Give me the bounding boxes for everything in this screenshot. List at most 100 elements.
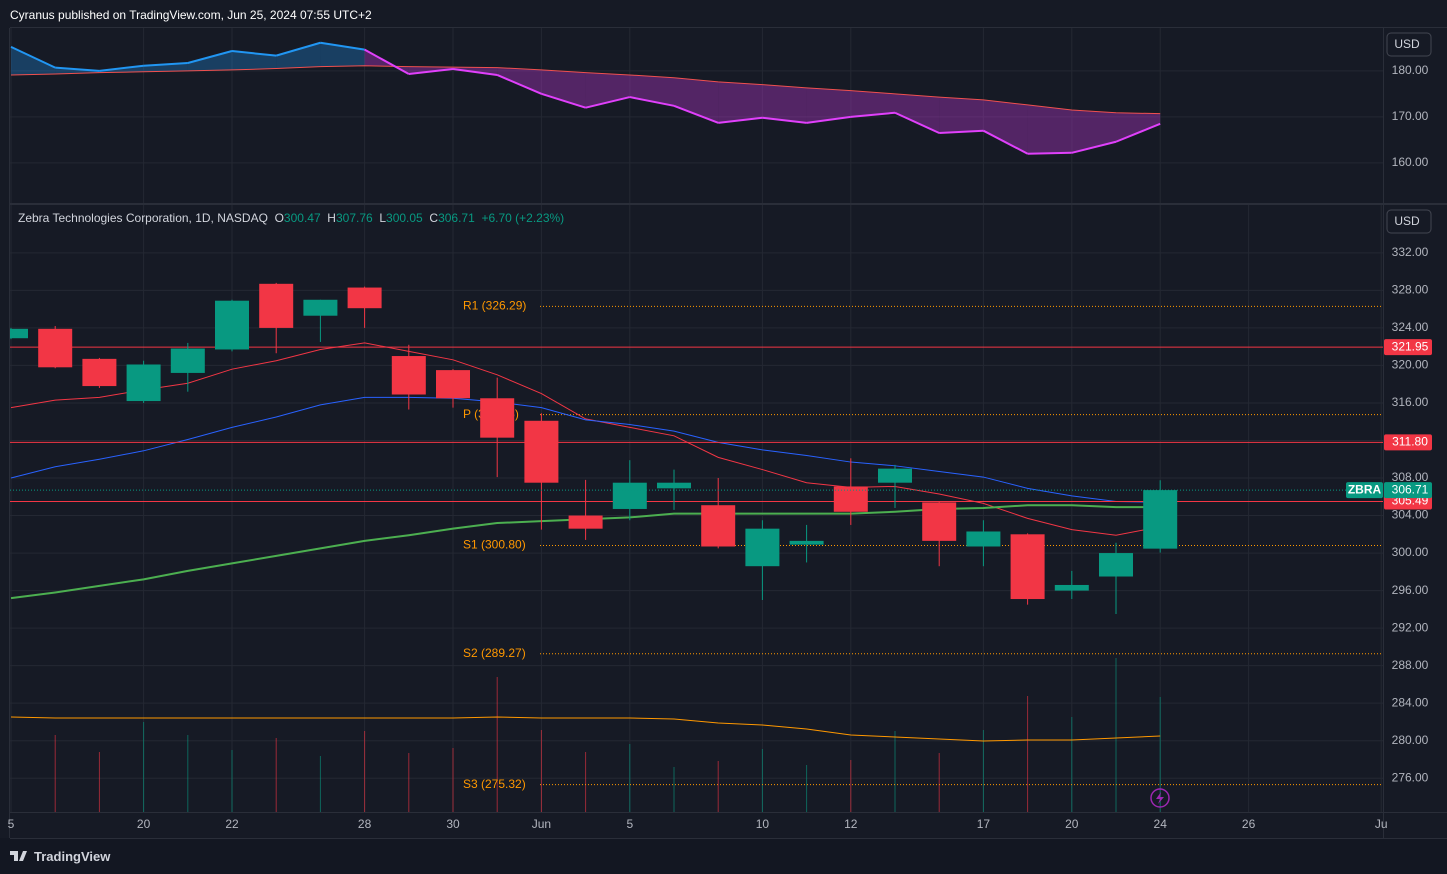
x-tick-label: 17 xyxy=(977,817,991,831)
y-tick-label: 170.00 xyxy=(1392,109,1429,123)
y-tick-label: 332.00 xyxy=(1392,245,1429,259)
x-tick-label: 28 xyxy=(358,817,372,831)
candle-body xyxy=(878,468,912,483)
price-pane: R1 (326.29)P (314.75)S1 (300.80)S2 (289.… xyxy=(10,205,1383,812)
candle-body xyxy=(922,502,957,541)
indicator-line-segment xyxy=(629,96,675,107)
y-tick-label: 320.00 xyxy=(1392,358,1429,372)
y-tick-label: 328.00 xyxy=(1392,283,1429,297)
band-fill xyxy=(276,42,321,69)
candle-body xyxy=(303,299,338,316)
y-tick-label: 280.00 xyxy=(1392,733,1429,747)
indicator-line-segment xyxy=(982,129,1029,155)
currency[interactable]: USD xyxy=(1394,37,1420,51)
x-tick-label: 22 xyxy=(225,817,239,831)
x-tick-label: Jun xyxy=(532,817,551,831)
currency-box-frame[interactable] xyxy=(1386,32,1432,57)
indicator-line-segment xyxy=(452,67,498,76)
y-tick-label: 316.00 xyxy=(1392,395,1429,409)
band-fill xyxy=(895,93,940,133)
candle-body xyxy=(391,356,426,395)
candle-body xyxy=(10,328,28,339)
x-tick-label: 26 xyxy=(1242,817,1256,831)
band-fill xyxy=(762,84,807,123)
band-fill xyxy=(1027,104,1072,154)
indicator-line-segment xyxy=(762,116,807,124)
indicator-line-segment xyxy=(585,96,631,109)
y-tick-label: 292.00 xyxy=(1392,620,1429,634)
band-fill xyxy=(541,69,586,108)
indicator-line-segment xyxy=(364,48,410,75)
y-tick-label: 308.00 xyxy=(1392,470,1429,484)
price-line-label: 311.80 xyxy=(1392,435,1428,449)
indicator-line-segment xyxy=(806,115,851,124)
indicator-line-segment xyxy=(10,45,56,69)
indicator-line-segment xyxy=(143,62,188,67)
last-price-label: 306.71 xyxy=(1392,482,1429,496)
footer-bar xyxy=(0,838,1447,874)
symbol-legend: Zebra Technologies Corporation, 1D, NASD… xyxy=(18,211,565,225)
candle-body xyxy=(789,540,824,545)
band-fill xyxy=(718,81,763,123)
band-fill xyxy=(629,74,674,106)
x-tick-label: 5 xyxy=(8,817,15,831)
indicator-line-segment xyxy=(673,104,719,124)
x-tick-label: 30 xyxy=(446,817,460,831)
close-value: 306.71 xyxy=(438,211,475,225)
currency-box[interactable]: USD xyxy=(1386,209,1432,234)
x-tick-label: 5 xyxy=(626,817,633,831)
indicator-line-segment xyxy=(718,116,763,124)
indicator-line-segment xyxy=(1115,122,1161,143)
indicator-line-segment xyxy=(187,50,233,64)
moving-average-line xyxy=(10,342,1161,536)
last-price-tag xyxy=(1384,482,1432,499)
x-tick-label: 20 xyxy=(1065,817,1079,831)
event-icon[interactable] xyxy=(1150,788,1170,808)
band-fill xyxy=(850,90,895,117)
x-tick-label: 20 xyxy=(137,817,151,831)
band-fill xyxy=(187,51,232,71)
low-value: 300.05 xyxy=(386,211,423,225)
y-tick-label: 296.00 xyxy=(1392,583,1429,597)
indicator-line-segment xyxy=(850,111,896,118)
indicator-line-segment xyxy=(320,41,365,51)
x-tick-label: Ju xyxy=(1375,817,1388,831)
indicator-line-segment xyxy=(408,67,454,76)
band-fill xyxy=(674,77,719,123)
pivot-label: S1 (300.80) xyxy=(463,538,526,552)
y-tick-label: 284.00 xyxy=(1392,695,1429,709)
currency-box-frame[interactable] xyxy=(1386,209,1432,234)
candle-body xyxy=(126,364,161,402)
logo xyxy=(10,851,27,861)
indicator-line-segment xyxy=(275,41,321,57)
price-line-tag xyxy=(1384,339,1432,356)
currency-box[interactable]: USD xyxy=(1386,32,1432,57)
candle-body xyxy=(436,370,470,399)
candle-body xyxy=(657,482,691,489)
pivot-label: S3 (275.32) xyxy=(463,777,526,791)
indicator-line-segment xyxy=(231,50,277,57)
moving-average-line xyxy=(10,396,1161,503)
indicator-line-segment xyxy=(541,92,586,109)
candle-body xyxy=(568,515,603,529)
pivot-label: R1 (326.29) xyxy=(463,299,526,313)
x-tick-label: 10 xyxy=(756,817,770,831)
y-tick-label: 324.00 xyxy=(1392,320,1429,334)
band-fill xyxy=(232,51,277,70)
brand: TradingView xyxy=(34,849,111,864)
signal-line xyxy=(10,65,1161,115)
axes: 160.00 170.00 180.00 276.00 280.00 284.00 288.… xyxy=(8,63,1432,831)
candle-body xyxy=(1143,490,1178,549)
candle-body xyxy=(170,348,205,373)
y-tick-label: 180.00 xyxy=(1392,63,1429,77)
y-tick-label: 276.00 xyxy=(1392,770,1429,784)
indicator-line-segment xyxy=(1071,140,1117,154)
currency[interactable]: USD xyxy=(1394,214,1420,228)
y-tick-label: 160.00 xyxy=(1392,155,1429,169)
x-tick-label: 12 xyxy=(844,817,858,831)
candle-body xyxy=(745,528,780,567)
symbol-tag xyxy=(1346,482,1383,499)
candle-body xyxy=(259,283,294,328)
